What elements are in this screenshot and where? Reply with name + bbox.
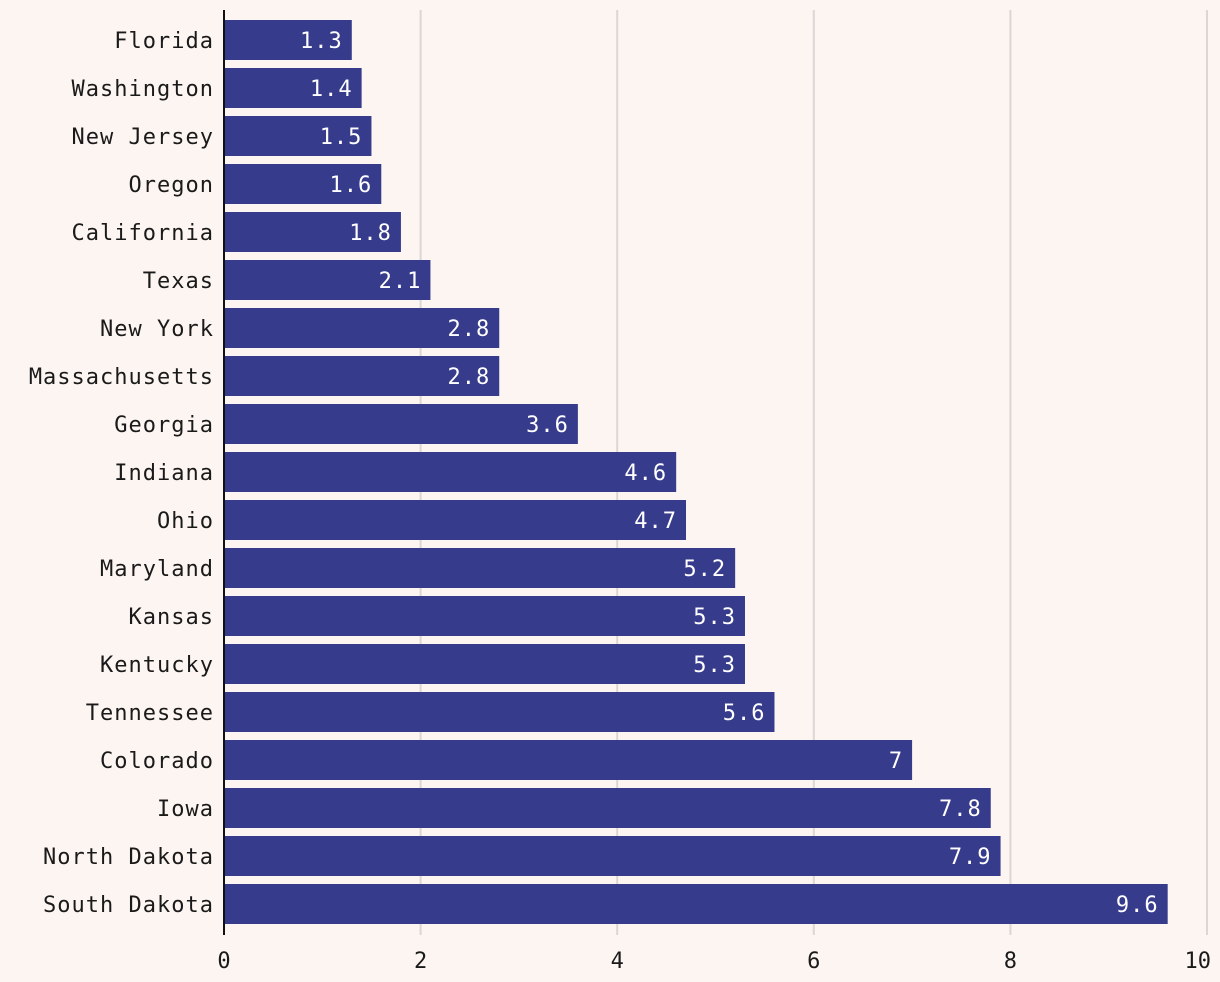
bar-texas bbox=[224, 260, 431, 300]
value-label: 1.5 bbox=[320, 125, 363, 150]
category-label: Ohio bbox=[157, 509, 214, 534]
category-label: Maryland bbox=[100, 557, 214, 582]
x-tick-label: 6 bbox=[807, 949, 820, 974]
category-label: Texas bbox=[143, 269, 214, 294]
value-labels: 1.3 1.4 1.5 1.6 1.8 2.1 2.8 2.8 3.6 4.6 4.75.2 5.3 5… bbox=[300, 29, 1159, 918]
x-axis-ticks: 0 2 4 6 8 10 bbox=[217, 949, 1211, 974]
value-label: 3.6 bbox=[526, 413, 569, 438]
x-tick-label: 0 bbox=[217, 949, 230, 974]
value-label: 5.3 bbox=[693, 605, 736, 630]
value-label: 1.6 bbox=[330, 173, 373, 198]
value-label: 5.6 bbox=[723, 701, 766, 726]
bar-washington bbox=[224, 68, 362, 108]
category-label: Oregon bbox=[129, 173, 214, 198]
value-label: 5.2 bbox=[683, 557, 726, 582]
bar-kentucky bbox=[224, 644, 745, 684]
category-label: Kansas bbox=[129, 605, 214, 630]
value-label: 7.9 bbox=[949, 845, 992, 870]
bar-iowa bbox=[224, 788, 991, 828]
category-label: New York bbox=[100, 317, 214, 342]
value-label: 1.3 bbox=[300, 29, 343, 54]
category-label: Massachusetts bbox=[29, 365, 214, 390]
bar-north-dakota bbox=[224, 836, 1001, 876]
bar-ohio bbox=[224, 500, 687, 540]
bar-florida bbox=[224, 20, 352, 60]
category-label: Georgia bbox=[114, 413, 214, 438]
bar-maryland bbox=[224, 548, 736, 588]
category-label: Washington bbox=[72, 77, 214, 102]
value-label: 9.6 bbox=[1116, 893, 1159, 918]
category-label: Indiana bbox=[114, 461, 214, 486]
bar-indiana bbox=[224, 452, 677, 492]
x-tick-label: 8 bbox=[1004, 949, 1017, 974]
value-label: 2.8 bbox=[447, 317, 490, 342]
category-label: Tennessee bbox=[86, 701, 214, 726]
bar-oregon bbox=[224, 164, 382, 204]
category-label: South Dakota bbox=[43, 893, 214, 918]
value-label: 4.7 bbox=[634, 509, 677, 534]
category-label: North Dakota bbox=[43, 845, 214, 870]
category-label: California bbox=[72, 221, 214, 246]
value-label: 7.8 bbox=[939, 797, 982, 822]
value-label: 5.3 bbox=[693, 653, 736, 678]
bar-georgia bbox=[224, 404, 578, 444]
bar-california bbox=[224, 212, 401, 252]
value-label: 2.1 bbox=[379, 269, 422, 294]
bar-south-dakota bbox=[224, 884, 1168, 924]
category-label: Kentucky bbox=[100, 653, 214, 678]
bar-tennessee bbox=[224, 692, 775, 732]
x-tick-label: 2 bbox=[414, 949, 427, 974]
bar-kansas bbox=[224, 596, 745, 636]
bar-new-jersey bbox=[224, 116, 372, 156]
category-label: Iowa bbox=[157, 797, 214, 822]
bar-colorado bbox=[224, 740, 913, 780]
value-label: 4.6 bbox=[624, 461, 667, 486]
category-labels: Florida Washington New Jersey Oregon Califor… bbox=[29, 29, 214, 918]
value-label: 7 bbox=[889, 749, 903, 774]
category-label: New Jersey bbox=[72, 125, 214, 150]
value-label: 1.4 bbox=[310, 77, 353, 102]
grid-lines bbox=[419, 10, 1208, 935]
value-label: 2.8 bbox=[447, 365, 490, 390]
category-label: Florida bbox=[114, 29, 214, 54]
x-tick-label: 10 bbox=[1185, 949, 1212, 974]
x-tick-label: 4 bbox=[611, 949, 624, 974]
bar-new-york bbox=[224, 308, 500, 348]
bar-massachusetts bbox=[224, 356, 500, 396]
value-label: 1.8 bbox=[349, 221, 392, 246]
bars bbox=[224, 20, 1168, 924]
category-label: Colorado bbox=[100, 749, 214, 774]
